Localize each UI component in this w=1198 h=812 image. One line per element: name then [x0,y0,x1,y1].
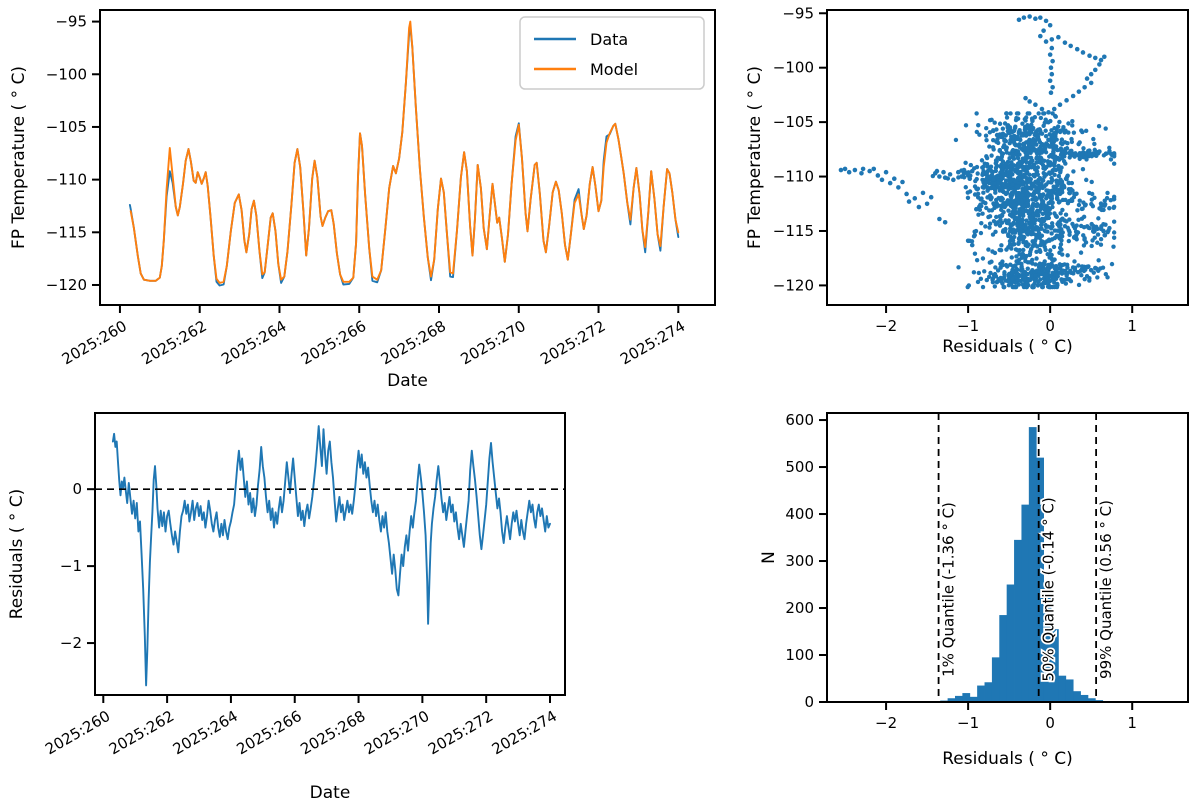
svg-text:−2: −2 [875,714,897,732]
svg-text:2025:268: 2025:268 [297,707,368,759]
residual-timeseries-plot: 2025:2602025:2622025:2642025:2662025:268… [7,412,566,803]
svg-text:Residuals ( ° C): Residuals ( ° C) [942,749,1073,769]
svg-text:500: 500 [785,458,814,476]
svg-text:2025:260: 2025:260 [42,707,113,759]
svg-text:−1: −1 [60,557,82,575]
svg-text:2025:270: 2025:270 [458,317,529,369]
svg-text:−110: −110 [46,171,87,189]
svg-text:99% Quantile (0.56 ° C): 99% Quantile (0.56 ° C) [1097,500,1115,679]
svg-text:50% Quantile (-0.14 ° C): 50% Quantile (-0.14 ° C) [1040,497,1058,681]
svg-text:−95: −95 [55,13,87,31]
svg-text:2025:272: 2025:272 [537,317,608,369]
svg-text:−115: −115 [773,222,814,240]
svg-text:−120: −120 [46,276,87,294]
svg-text:−2: −2 [875,317,897,335]
svg-text:2025:262: 2025:262 [138,317,209,369]
svg-text:200: 200 [785,599,814,617]
svg-text:Data: Data [590,30,628,49]
svg-text:FP Temperature ( ° C): FP Temperature ( ° C) [9,66,29,249]
svg-text:2025:272: 2025:272 [425,707,496,759]
svg-text:2025:262: 2025:262 [106,707,177,759]
svg-text:400: 400 [785,505,814,523]
svg-text:2025:266: 2025:266 [234,707,305,759]
svg-text:0: 0 [804,693,814,711]
svg-text:FP Temperature ( ° C): FP Temperature ( ° C) [745,66,765,249]
svg-text:−1: −1 [957,714,979,732]
svg-text:Residuals ( ° C): Residuals ( ° C) [942,337,1073,357]
svg-text:2025:260: 2025:260 [59,317,130,369]
svg-text:2025:264: 2025:264 [170,707,241,759]
residual-histogram-plot: 1% Quantile (-1.36 ° C) 50% Quantile (-0.… [759,411,1189,769]
svg-text:−110: −110 [773,168,814,186]
svg-text:0: 0 [72,480,82,498]
svg-text:600: 600 [785,411,814,429]
fit-timeseries-plot: 2025:260 2025:262 2025:264 2025:266 2025:268… [9,9,716,391]
residual-vs-temperature-scatter-plot: −2 −1 0 1 −95 −100 −105 −110 −115 −120 Residuals (… [745,4,1189,357]
svg-text:−1: −1 [957,317,979,335]
svg-text:−105: −105 [46,118,87,136]
svg-text:−100: −100 [46,65,87,83]
svg-text:1: 1 [1127,317,1137,335]
svg-text:Date: Date [387,371,428,391]
svg-text:−115: −115 [46,223,87,241]
svg-text:Model: Model [590,60,638,79]
svg-text:Date: Date [310,783,351,803]
svg-text:2025:270: 2025:270 [361,707,432,759]
svg-text:300: 300 [785,552,814,570]
svg-text:2025:268: 2025:268 [378,317,449,369]
svg-text:2025:274: 2025:274 [489,707,560,759]
svg-text:2025:264: 2025:264 [218,317,289,369]
svg-text:−100: −100 [773,59,814,77]
svg-text:−120: −120 [773,276,814,294]
svg-text:−105: −105 [773,113,814,131]
svg-text:−2: −2 [60,634,82,652]
svg-text:2025:266: 2025:266 [298,317,369,369]
svg-text:N: N [759,551,779,564]
svg-text:1: 1 [1127,714,1137,732]
svg-text:1% Quantile (-1.36 ° C): 1% Quantile (-1.36 ° C) [940,502,958,677]
svg-text:2025:274: 2025:274 [617,317,688,369]
svg-text:−95: −95 [782,4,814,22]
svg-text:100: 100 [785,646,814,664]
svg-text:0: 0 [1045,317,1055,335]
svg-text:Residuals ( ° C): Residuals ( ° C) [7,489,27,620]
svg-text:0: 0 [1045,714,1055,732]
